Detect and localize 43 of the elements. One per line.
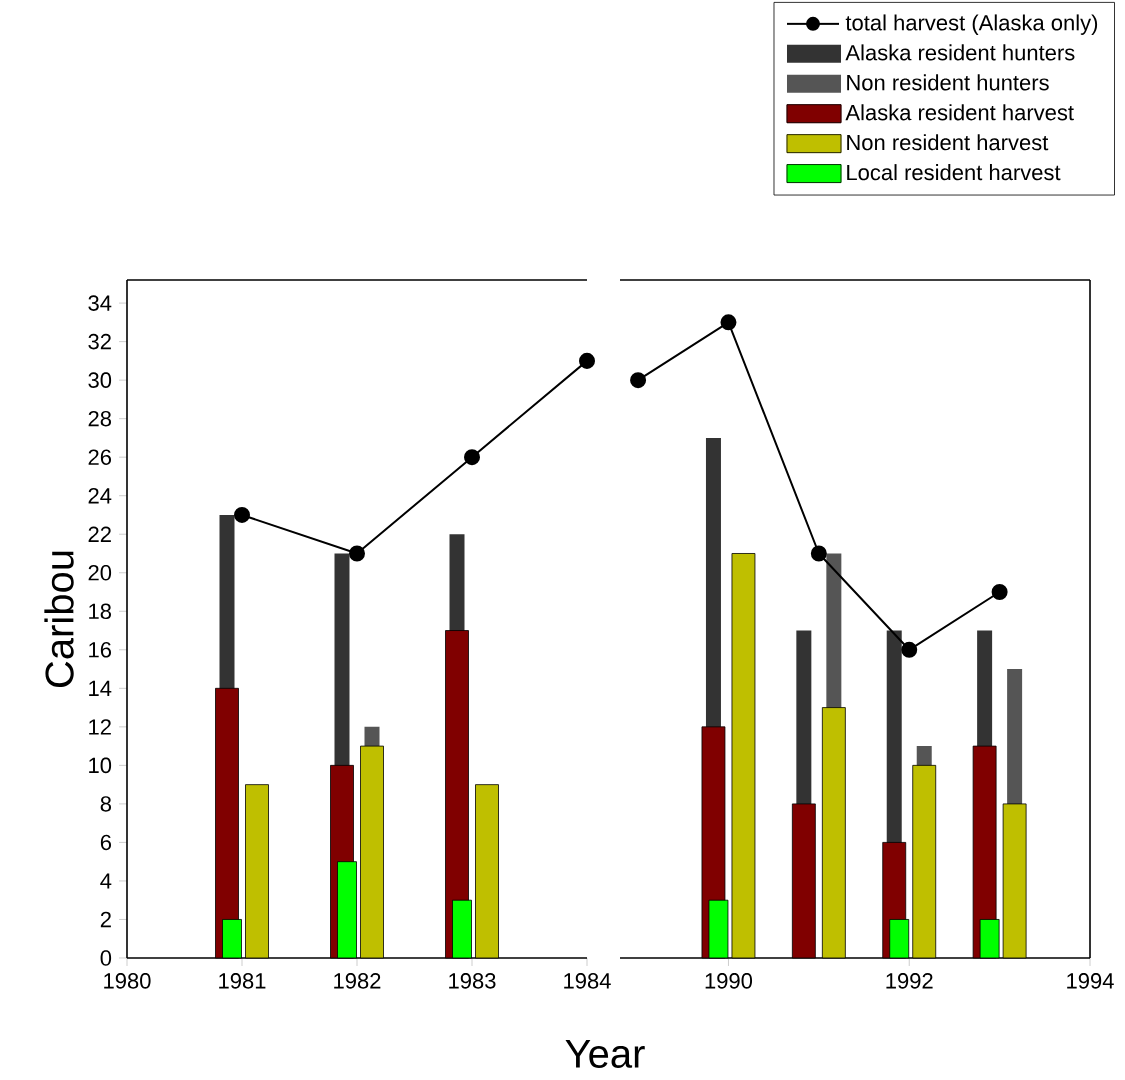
point (901, 641, 918, 658)
legend-label: Non resident hunters (847, 74, 1049, 91)
point (234, 506, 250, 523)
point (579, 352, 596, 369)
legend-label: Alaska resident harvest (845, 104, 1074, 121)
y-tick-label: 14 (89, 680, 112, 696)
y-tick-label: 24 (88, 488, 112, 504)
y-tick-label: 20 (88, 564, 112, 581)
y-tick-label: 28 (88, 410, 112, 427)
y-tick-label: 12 (89, 719, 111, 735)
point (630, 372, 647, 389)
y-axis-title: Caribou (44, 551, 74, 687)
x-tick-label: 1980 (104, 973, 151, 989)
x-tick-label: 1994 (1067, 973, 1114, 989)
y-tick-label: 8 (100, 796, 112, 812)
y-tick-label: 30 (88, 372, 112, 388)
y-tick-label: 16 (89, 642, 112, 658)
x-tick-label: 1990 (705, 973, 753, 989)
y-tick-label: 26 (88, 449, 112, 465)
y-tick-label: 22 (88, 526, 111, 542)
y-tick-label: 2 (100, 911, 111, 928)
point (810, 545, 827, 562)
legend-label: Non resident harvest (847, 134, 1049, 151)
y-tick-label: 6 (100, 834, 112, 851)
legend-label: total harvest (Alaska only) (845, 14, 1098, 35)
x-tick-label: 1992 (886, 973, 933, 989)
point (720, 314, 737, 331)
legend-label: Local resident harvest (847, 164, 1061, 181)
y-tick-label: 0 (100, 950, 112, 966)
y-tick-label: 32 (88, 333, 111, 350)
y-tick-label: 18 (89, 603, 112, 620)
x-tick-label: 1982 (334, 973, 381, 989)
y-tick-label: 34 (88, 295, 112, 311)
y-tick-label: 10 (89, 757, 112, 774)
x-tick-label: 1984 (564, 973, 611, 989)
point (991, 584, 1008, 601)
point (349, 545, 365, 562)
point (464, 449, 481, 466)
legend-label: Alaska resident hunters (845, 44, 1075, 61)
x-tick-label: 1983 (449, 973, 496, 989)
y-tick-label: 4 (100, 873, 112, 889)
x-tick-label: 1981 (219, 973, 266, 989)
x-axis-title: Year (565, 1040, 645, 1068)
